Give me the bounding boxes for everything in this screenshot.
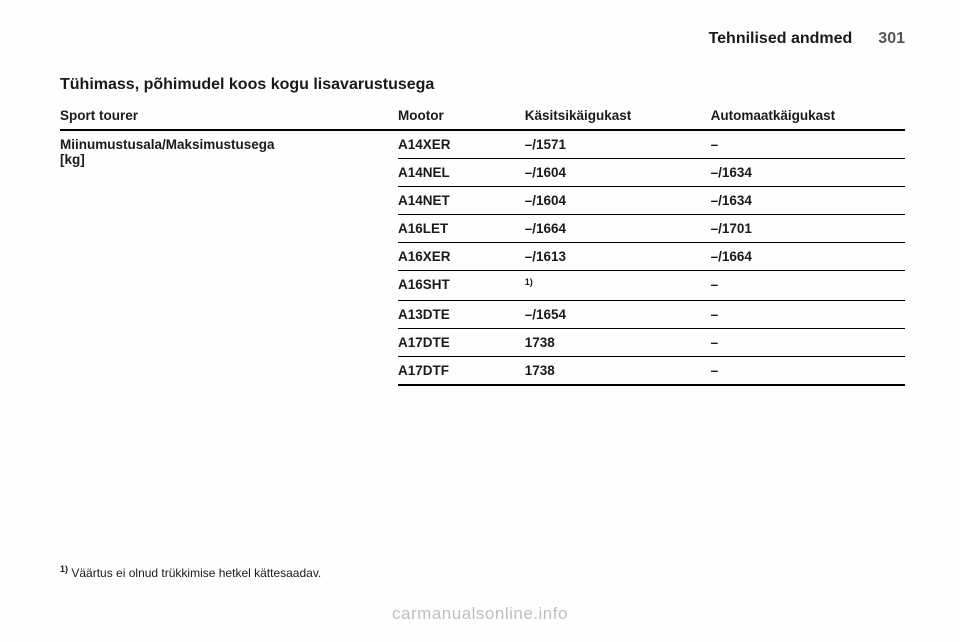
cell-auto: – [711,130,905,159]
cell-engine: A16LET [398,215,525,243]
cell-auto: – [711,328,905,356]
cell-engine: A14NEL [398,159,525,187]
footnote-marker: 1) [60,564,68,574]
cell-manual: 1738 [525,328,711,356]
cell-auto: –/1664 [711,243,905,271]
cell-engine: A13DTE [398,300,525,328]
cell-auto: – [711,356,905,385]
page-header: Tehnilised andmed 301 [60,30,905,48]
cell-engine: A16SHT [398,271,525,301]
watermark: carmanualsonline.info [0,604,960,624]
cell-manual: –/1604 [525,159,711,187]
table-row: Miinumustusala/Maksimustusega[kg]A14XER–… [60,130,905,159]
cell-auto: –/1701 [711,215,905,243]
section-title: Tühimass, põhimudel koos kogu lisavarust… [60,76,905,94]
cell-manual: –/1613 [525,243,711,271]
cell-auto: – [711,271,905,301]
row-label: Miinumustusala/Maksimustusega[kg] [60,130,398,385]
cell-manual: –/1664 [525,215,711,243]
cell-engine: A17DTF [398,356,525,385]
header-page-number: 301 [878,30,905,48]
col-header-engine: Mootor [398,104,525,130]
cell-engine: A17DTE [398,328,525,356]
footnote-text: Väärtus ei olnud trükkimise hetkel kätte… [71,566,321,580]
cell-manual: 1738 [525,356,711,385]
spec-table: Sport tourer Mootor Käsitsikäigukast Aut… [60,104,905,386]
col-header-model: Sport tourer [60,104,398,130]
col-header-manual: Käsitsikäigukast [525,104,711,130]
cell-manual: –/1654 [525,300,711,328]
footnote: 1) Väärtus ei olnud trükkimise hetkel kä… [60,564,321,580]
cell-engine: A16XER [398,243,525,271]
cell-auto: –/1634 [711,187,905,215]
cell-engine: A14NET [398,187,525,215]
cell-manual: –/1604 [525,187,711,215]
cell-engine: A14XER [398,130,525,159]
header-title: Tehnilised andmed [709,30,853,48]
cell-manual: –/1571 [525,130,711,159]
cell-manual: 1) [525,271,711,301]
cell-auto: – [711,300,905,328]
cell-auto: –/1634 [711,159,905,187]
col-header-auto: Automaatkäigukast [711,104,905,130]
